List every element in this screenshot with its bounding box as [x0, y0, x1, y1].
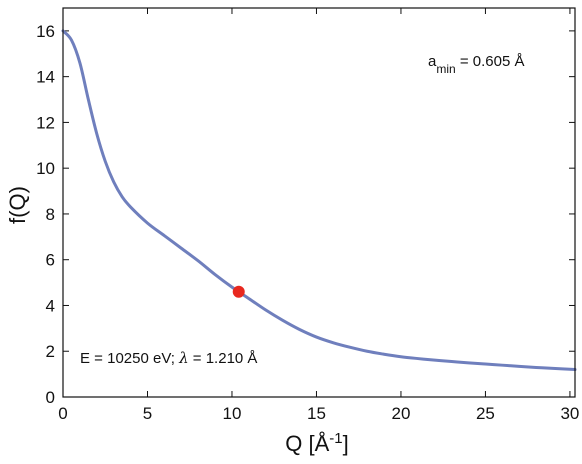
- y-tick-label: 0: [46, 388, 55, 407]
- y-tick-label: 12: [36, 113, 55, 132]
- energy-annotation: E = 10250 eV; λ = 1.210 Å: [80, 349, 257, 367]
- x-tick-label: 20: [391, 404, 410, 423]
- y-tick-label: 16: [36, 22, 55, 41]
- data-point-marker: [232, 285, 245, 298]
- y-tick-label: 10: [36, 159, 55, 178]
- plot-frame: [62, 7, 576, 398]
- energy-value: = 1.210 Å: [189, 350, 258, 367]
- amin-value: = 0.605 Å: [456, 53, 525, 70]
- y-tick-label: 8: [46, 205, 55, 224]
- energy-lambda: λ: [178, 349, 189, 367]
- ticks-layer: 0 5 10 15 20 25 30 0 2 4 6 8 10 12 14 16: [36, 8, 579, 423]
- x-tick-label: 25: [476, 404, 495, 423]
- energy-prefix: E = 10250 eV;: [80, 350, 179, 367]
- y-tick-label: 2: [46, 342, 55, 361]
- y-tick-label: 6: [46, 251, 55, 270]
- x-tick-label: 0: [58, 404, 67, 423]
- x-axis-label: Q [Å-1]: [285, 430, 348, 456]
- y-axis-label: f(Q): [5, 186, 30, 224]
- y-tick-label: 4: [46, 296, 55, 315]
- amin-annotation: amin = 0.605 Å: [428, 53, 525, 76]
- x-tick-label: 10: [223, 404, 242, 423]
- amin-prefix: a: [428, 53, 437, 70]
- x-tick-label: 30: [560, 404, 579, 423]
- series-line: [61, 29, 577, 372]
- x-axis-label-suffix: ]: [343, 431, 349, 456]
- amin-subscript: min: [436, 62, 455, 76]
- x-tick-label: 5: [143, 404, 152, 423]
- y-tick-label: 14: [36, 68, 55, 87]
- x-axis-label-main: Q [Å: [285, 431, 329, 456]
- x-tick-label: 15: [307, 404, 326, 423]
- x-axis-label-superscript: -1: [329, 430, 342, 447]
